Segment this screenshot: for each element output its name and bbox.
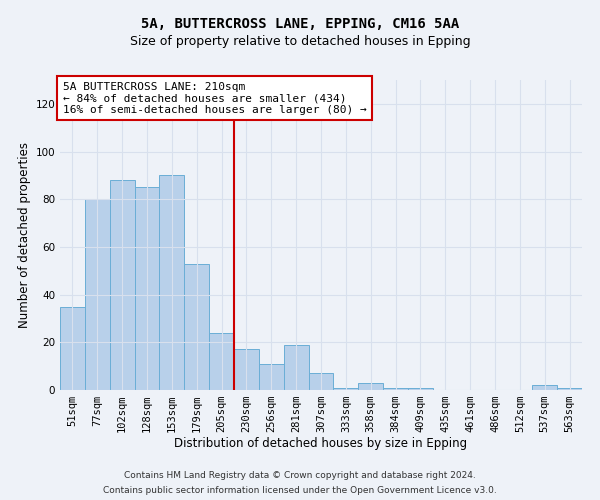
Bar xyxy=(85,199,110,390)
Bar xyxy=(209,333,234,390)
Bar xyxy=(160,176,184,390)
Bar xyxy=(308,374,334,390)
Bar xyxy=(334,388,358,390)
Text: Contains public sector information licensed under the Open Government Licence v3: Contains public sector information licen… xyxy=(103,486,497,495)
Bar xyxy=(234,350,259,390)
Bar xyxy=(259,364,284,390)
Bar xyxy=(557,388,582,390)
Bar xyxy=(532,385,557,390)
Bar xyxy=(60,306,85,390)
Y-axis label: Number of detached properties: Number of detached properties xyxy=(18,142,31,328)
Text: 5A, BUTTERCROSS LANE, EPPING, CM16 5AA: 5A, BUTTERCROSS LANE, EPPING, CM16 5AA xyxy=(141,18,459,32)
Bar xyxy=(358,383,383,390)
Text: Size of property relative to detached houses in Epping: Size of property relative to detached ho… xyxy=(130,35,470,48)
Bar xyxy=(383,388,408,390)
Bar xyxy=(110,180,134,390)
Bar xyxy=(134,188,160,390)
Bar xyxy=(408,388,433,390)
Text: Contains HM Land Registry data © Crown copyright and database right 2024.: Contains HM Land Registry data © Crown c… xyxy=(124,471,476,480)
X-axis label: Distribution of detached houses by size in Epping: Distribution of detached houses by size … xyxy=(175,436,467,450)
Text: 5A BUTTERCROSS LANE: 210sqm
← 84% of detached houses are smaller (434)
16% of se: 5A BUTTERCROSS LANE: 210sqm ← 84% of det… xyxy=(62,82,367,115)
Bar xyxy=(284,344,308,390)
Bar xyxy=(184,264,209,390)
